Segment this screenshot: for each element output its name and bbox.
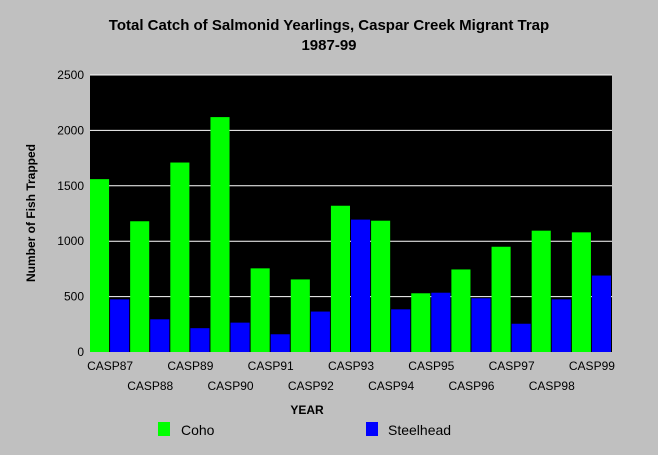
- bar-coho-casp93: [330, 205, 350, 352]
- x-category-label: CASP96: [448, 379, 494, 393]
- y-tick-labels: 0 500 1000 1500 2000 2500: [57, 68, 84, 359]
- x-category-label: CASP98: [529, 379, 575, 393]
- bar-steelhead-casp97: [511, 323, 531, 352]
- y-axis-title: Number of Fish Trapped: [24, 144, 38, 282]
- bar-coho-casp94: [371, 220, 391, 352]
- bar-coho-casp96: [451, 269, 471, 352]
- bar-steelhead-casp87: [110, 299, 130, 352]
- legend-label-coho: Coho: [181, 422, 215, 438]
- bar-steelhead-casp99: [591, 275, 611, 352]
- bar-coho-casp91: [250, 268, 270, 352]
- chart-subtitle: 1987-99: [301, 37, 356, 54]
- y-tick-label: 500: [64, 290, 84, 304]
- y-tick-label: 1500: [57, 179, 84, 193]
- x-category-label: CASP92: [288, 379, 334, 393]
- bar-coho-casp87: [90, 179, 110, 352]
- bars: [90, 117, 611, 352]
- bar-coho-casp90: [210, 117, 230, 352]
- bar-steelhead-casp92: [310, 311, 330, 352]
- legend-swatch-steelhead: [366, 422, 378, 436]
- bar-steelhead-casp90: [230, 322, 250, 352]
- x-axis-title: YEAR: [290, 403, 324, 417]
- x-category-label: CASP95: [408, 359, 454, 373]
- x-category-label: CASP94: [368, 379, 414, 393]
- bar-steelhead-casp95: [431, 292, 451, 352]
- y-tick-label: 2500: [57, 68, 84, 82]
- bar-steelhead-casp89: [190, 328, 210, 352]
- bar-steelhead-casp96: [471, 298, 491, 352]
- bar-steelhead-casp93: [351, 219, 371, 352]
- legend-swatch-coho: [158, 422, 170, 436]
- y-tick-label: 2000: [57, 123, 84, 137]
- y-tick-label: 0: [77, 345, 84, 359]
- bar-coho-casp99: [571, 232, 591, 352]
- bar-coho-casp97: [491, 246, 511, 352]
- x-category-label: CASP88: [127, 379, 173, 393]
- bar-steelhead-casp98: [551, 299, 571, 352]
- x-category-labels: CASP87 CASP88 CASP89 CASP90 CASP91 CASP92 CASP…: [87, 359, 615, 393]
- x-category-label: CASP90: [208, 379, 254, 393]
- bar-steelhead-casp94: [391, 309, 411, 352]
- x-category-label: CASP89: [167, 359, 213, 373]
- x-category-label: CASP87: [87, 359, 133, 373]
- bar-coho-casp89: [170, 162, 190, 352]
- chart-title: Total Catch of Salmonid Yearlings, Caspa…: [109, 17, 549, 34]
- bar-coho-casp98: [531, 230, 551, 352]
- y-tick-label: 1000: [57, 234, 84, 248]
- legend-label-steelhead: Steelhead: [388, 422, 451, 438]
- legend: Coho Steelhead: [158, 422, 451, 438]
- bar-coho-casp95: [411, 293, 431, 352]
- x-category-label: CASP93: [328, 359, 374, 373]
- bar-coho-casp92: [290, 279, 310, 352]
- bar-coho-casp88: [130, 221, 150, 352]
- x-category-label: CASP91: [248, 359, 294, 373]
- x-category-label: CASP99: [569, 359, 615, 373]
- bar-steelhead-casp91: [270, 334, 290, 352]
- bar-steelhead-casp88: [150, 319, 170, 352]
- x-category-label: CASP97: [489, 359, 535, 373]
